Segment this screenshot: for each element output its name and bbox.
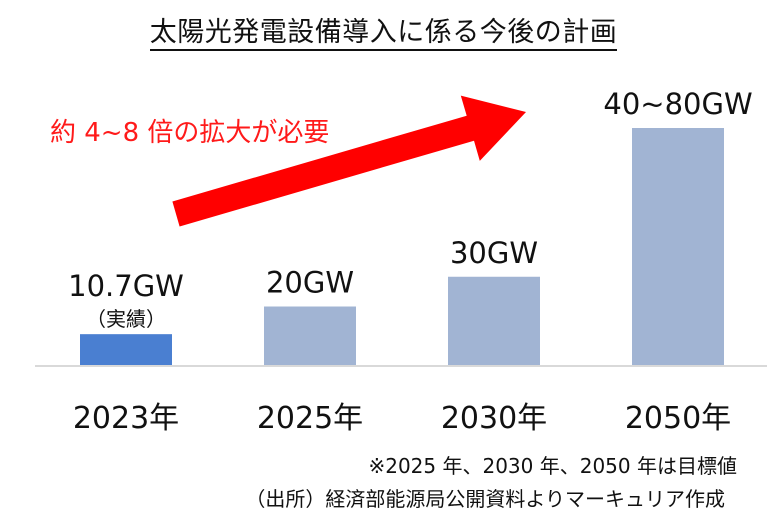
category-label-2: 2030年 — [441, 401, 547, 436]
chart-title-text: 太陽光発電設備導入に係る今後の計画 — [149, 17, 618, 51]
labels-group: 10.7GW （実績） 2023年 20GW 2025年 30GW 2030年 40~80GW… — [68, 87, 752, 436]
category-label-1: 2025年 — [257, 401, 363, 436]
value-label-1: 20GW — [266, 266, 354, 300]
growth-annotation: 約 4~8 倍の拡大が必要 — [50, 118, 330, 148]
sub-label-0: （実績） — [86, 307, 166, 331]
value-label-0: 10.7GW — [68, 269, 184, 303]
arrow-shape — [172, 95, 526, 227]
bar-0 — [80, 334, 172, 366]
chart-title: 太陽光発電設備導入に係る今後の計画 — [0, 10, 767, 51]
value-label-3: 40~80GW — [603, 87, 752, 121]
footnote: ※2025 年、2030 年、2050 年は目標値 — [368, 454, 737, 478]
bars-group — [80, 128, 724, 366]
category-label-3: 2050年 — [625, 401, 731, 436]
category-label-0: 2023年 — [73, 401, 179, 436]
bar-3 — [632, 128, 724, 366]
growth-arrow — [172, 95, 526, 227]
bar-2 — [448, 276, 540, 366]
bar-1 — [264, 306, 356, 366]
source-note: （出所）経済部能源局公開資料よりマーキュリア作成 — [245, 487, 725, 511]
value-label-2: 30GW — [450, 236, 538, 270]
